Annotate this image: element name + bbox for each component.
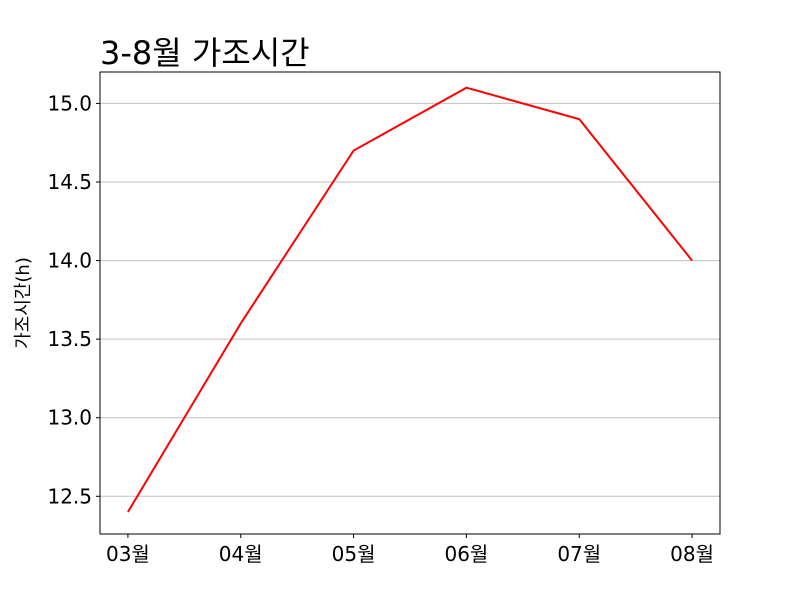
grid-lines <box>100 102 720 497</box>
plot-area-frame <box>99 71 721 535</box>
y-tick-label: 13.0 <box>47 406 92 430</box>
x-tick-label: 04월 <box>219 542 263 566</box>
y-tick-label: 13.5 <box>47 327 92 351</box>
y-tick-label: 14.5 <box>47 170 92 194</box>
x-tick-label: 05월 <box>332 542 376 566</box>
x-tick-label: 06월 <box>444 542 488 566</box>
y-axis-label: 가조시간(h) <box>13 257 34 349</box>
x-tick-label: 03월 <box>106 542 150 566</box>
y-axis-ticks: 12.5 13.0 13.5 14.0 14.5 15.0 <box>47 91 100 508</box>
x-tick-label: 08월 <box>670 542 714 566</box>
y-tick-label: 15.0 <box>47 91 92 115</box>
y-tick-label: 14.0 <box>47 249 92 273</box>
series-line-0 <box>127 86 693 513</box>
y-tick-label: 12.5 <box>47 484 92 508</box>
series-layer <box>127 86 693 513</box>
x-axis-ticks: 03월 04월 05월 06월 07월 08월 <box>106 534 714 566</box>
chart-title: 3-8월 가조시간 <box>100 34 310 72</box>
x-tick-label: 07월 <box>557 542 601 566</box>
